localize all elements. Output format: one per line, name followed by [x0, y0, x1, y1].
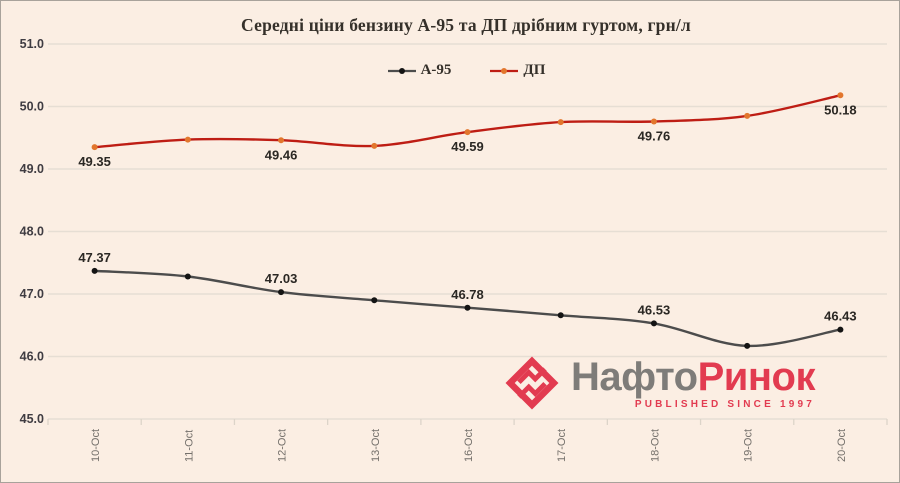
legend-line-sample	[387, 67, 416, 74]
data-point	[837, 92, 844, 99]
data-label: 49.46	[265, 147, 298, 162]
data-label: 47.03	[265, 271, 298, 286]
brand-logo: НафтоРинок PUBLISHED SINCE 1997	[502, 352, 816, 414]
chart-legend: А-95 ДП	[1, 62, 899, 79]
brand-diamond-icon	[505, 356, 559, 410]
x-axis-label: 20-Oct	[836, 429, 848, 462]
data-point	[744, 112, 751, 119]
logo-tagline: PUBLISHED SINCE 1997	[634, 398, 815, 410]
x-axis-label: 11-Oct	[183, 430, 195, 462]
data-label: 49.59	[451, 139, 484, 154]
data-point	[184, 136, 191, 143]
y-axis-label: 50.0	[20, 100, 44, 114]
x-axis-label: 12-Oct	[277, 429, 289, 462]
y-axis-label: 49.0	[20, 162, 44, 176]
data-point	[371, 142, 378, 149]
data-point	[464, 304, 471, 311]
data-point	[371, 297, 378, 304]
data-point	[278, 137, 285, 144]
data-point	[744, 342, 751, 349]
legend-label: ДП	[523, 62, 546, 78]
data-label: 47.37	[78, 250, 111, 265]
data-point	[557, 119, 564, 126]
x-axis-label: 19-Oct	[743, 429, 755, 462]
data-point	[650, 320, 657, 327]
data-label: 50.18	[824, 102, 857, 117]
data-point	[557, 312, 564, 319]
y-axis-label: 47.0	[20, 287, 44, 301]
data-point	[91, 267, 98, 274]
x-axis-label: 16-Oct	[463, 429, 475, 462]
data-label: 49.35	[78, 154, 111, 169]
data-point	[650, 118, 657, 125]
y-axis-label: 51.0	[20, 37, 44, 51]
data-point	[278, 289, 285, 296]
data-point	[184, 273, 191, 280]
x-axis-label: 13-Oct	[370, 429, 382, 462]
data-label: 46.43	[824, 309, 857, 324]
y-axis-label: 46.0	[20, 350, 44, 364]
y-axis-label: 45.0	[20, 412, 44, 426]
data-point	[91, 144, 98, 151]
logo-wordmark: НафтоРинок	[571, 354, 816, 399]
data-label: 46.53	[638, 302, 671, 317]
legend-line-sample	[490, 67, 519, 74]
legend-item-ДП: ДП	[489, 62, 545, 79]
x-axis-label: 10-Oct	[90, 429, 102, 462]
legend-item-А-95: А-95	[387, 62, 452, 79]
y-axis-label: 48.0	[20, 225, 44, 239]
data-point	[837, 326, 844, 333]
legend-label: А-95	[420, 62, 452, 78]
x-axis-label: 18-Oct	[649, 429, 661, 462]
x-axis-label: 17-Oct	[556, 429, 568, 462]
logo-word-nafto: Нафто	[571, 354, 698, 399]
data-label: 49.76	[638, 129, 671, 144]
logo-word-rynok: Ринок	[697, 354, 816, 399]
logo-text-block: НафтоРинок PUBLISHED SINCE 1997	[571, 354, 816, 410]
data-label: 46.78	[451, 287, 484, 302]
data-point	[464, 129, 471, 136]
chart-title: Середні ціни бензину А-95 та ДП дрібним …	[241, 15, 691, 35]
